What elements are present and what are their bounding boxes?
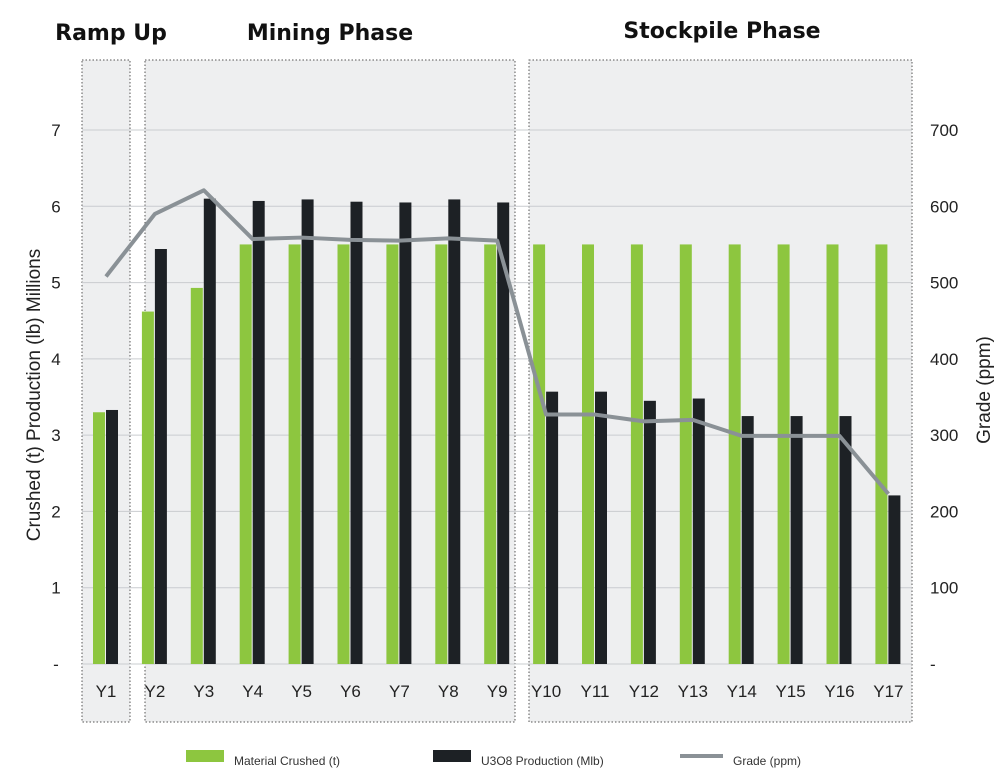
- x-tick-y17: Y17: [873, 682, 903, 701]
- bar-material-y8: [435, 244, 448, 664]
- bar-production-y7: [399, 202, 412, 664]
- x-tick-y4: Y4: [242, 682, 263, 701]
- y-tick-left: 1: [51, 579, 60, 598]
- bar-material-y6: [337, 244, 350, 664]
- y-tick-right: 700: [930, 121, 958, 140]
- bar-material-y4: [239, 244, 252, 664]
- x-tick-y9: Y9: [487, 682, 508, 701]
- bar-production-y11: [595, 391, 607, 664]
- y-tick-left: 7: [51, 121, 60, 140]
- bar-production-y5: [301, 199, 314, 665]
- legend-swatch-material: [186, 750, 224, 762]
- phase-title-stockpile: Stockpile Phase: [623, 19, 820, 44]
- bar-production-y10: [546, 391, 559, 664]
- y-tick-right: -: [930, 655, 936, 674]
- y-tick-left: 6: [51, 197, 60, 216]
- x-tick-y16: Y16: [824, 682, 854, 701]
- bar-material-y9: [484, 244, 497, 664]
- y-axis-left-title: Crushed (t) Production (lb) Millions: [24, 249, 45, 542]
- bar-production-y4: [252, 200, 265, 664]
- y-axis-left-ticks: - 1 2 3 4 5 6 7: [51, 121, 60, 674]
- bar-material-y12: [630, 244, 643, 664]
- bar-material-y1: [93, 412, 105, 664]
- y-axis-right-title: Grade (ppm): [974, 336, 995, 444]
- x-tick-y6: Y6: [340, 682, 361, 701]
- y-tick-left: 2: [51, 502, 60, 521]
- y-tick-right: 500: [930, 274, 958, 293]
- bar-material-y7: [386, 244, 399, 664]
- bar-material-y3: [190, 287, 203, 664]
- y-tick-right: 400: [930, 350, 958, 369]
- y-axis-right-ticks: - 100 200 300 400 500 600 700: [930, 121, 958, 674]
- bar-production-y12: [643, 400, 656, 664]
- y-tick-left: 4: [51, 350, 60, 369]
- grade-line: [104, 188, 890, 496]
- x-tick-y8: Y8: [438, 682, 459, 701]
- bar-production-y17: [888, 495, 901, 664]
- bar-production-y13: [692, 398, 705, 664]
- x-tick-y3: Y3: [193, 682, 214, 701]
- bar-material-y15: [777, 244, 790, 664]
- x-tick-y10: Y10: [531, 682, 561, 701]
- bar-production-y2: [154, 249, 167, 664]
- bar-production-y6: [350, 201, 363, 665]
- bar-production-y1: [106, 409, 118, 664]
- bar-material-y5: [288, 244, 301, 664]
- x-tick-y1: Y1: [96, 682, 117, 701]
- x-tick-y5: Y5: [291, 682, 312, 701]
- bar-material-y17: [875, 244, 888, 664]
- bar-material-y16: [826, 244, 839, 664]
- bar-material-y11: [582, 244, 594, 664]
- y-tick-right: 300: [930, 426, 958, 445]
- bar-material-y13: [679, 244, 692, 664]
- legend: Material Crushed (t) U3O8 Production (Ml…: [186, 750, 801, 768]
- bar-material-y14: [728, 244, 741, 664]
- legend-label-grade: Grade (ppm): [733, 754, 801, 768]
- bar-production-y14: [741, 416, 754, 664]
- x-tick-y12: Y12: [629, 682, 659, 701]
- bar-material-y2: [141, 311, 154, 664]
- x-tick-y11: Y11: [581, 682, 610, 701]
- y-tick-left: -: [53, 655, 59, 674]
- y-tick-right: 600: [930, 197, 958, 216]
- bar-production-y3: [203, 198, 216, 664]
- bar-material-y10: [533, 244, 546, 664]
- phase-title-mining: Mining Phase: [247, 21, 413, 46]
- x-tick-y2: Y2: [145, 682, 166, 701]
- x-tick-y7: Y7: [389, 682, 410, 701]
- x-tick-y13: Y13: [678, 682, 708, 701]
- legend-label-production: U3O8 Production (Mlb): [481, 754, 604, 768]
- x-tick-y15: Y15: [775, 682, 805, 701]
- y-tick-left: 5: [51, 274, 60, 293]
- phase-title-ramp-up: Ramp Up: [55, 21, 167, 46]
- y-tick-right: 100: [930, 579, 958, 598]
- gridlines: [82, 129, 912, 665]
- bar-production-y9: [497, 202, 510, 664]
- legend-label-material: Material Crushed (t): [234, 754, 340, 768]
- bar-production-y16: [839, 416, 852, 664]
- bar-production-y8: [448, 199, 461, 665]
- bars: [93, 198, 901, 665]
- bar-production-y15: [790, 416, 803, 664]
- legend-swatch-production: [433, 750, 471, 762]
- x-tick-y14: Y14: [727, 682, 757, 701]
- y-tick-right: 200: [930, 502, 958, 521]
- y-tick-left: 3: [51, 426, 60, 445]
- x-axis-ticks: Y1 Y2 Y3 Y4 Y5 Y6 Y7 Y8 Y9 Y10 Y11 Y12 Y13 Y14 Y15 Y16 Y…: [96, 682, 904, 701]
